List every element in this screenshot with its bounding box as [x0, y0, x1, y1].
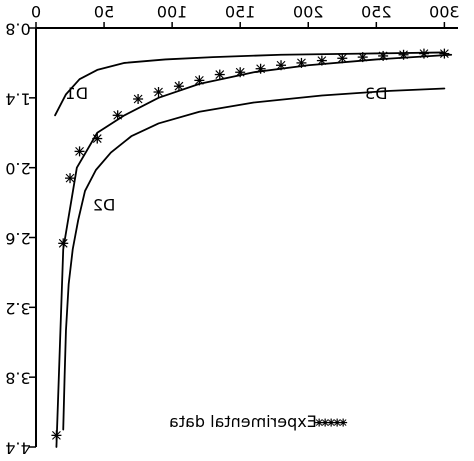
x-tick-label-4-group: 200	[293, 3, 324, 22]
legend-label: Experimental data	[169, 412, 317, 431]
series-experimental-data-point-9-d2	[194, 75, 204, 85]
legend-marker-star-4-d2	[339, 419, 347, 426]
y-tick-label-2-group: 2.0	[5, 159, 30, 178]
series-experimental-data-point-11	[235, 67, 246, 78]
curve-label-d1: D1	[66, 84, 89, 103]
series-experimental-data-point-9	[194, 75, 205, 86]
x-tick-label-5-group: 250	[361, 3, 392, 22]
series-d3-line	[55, 53, 453, 448]
y-tick-label-2: 2.0	[5, 159, 30, 178]
x-tick-label-6-group: 300	[429, 3, 460, 22]
curve-label-d2: D2	[93, 196, 116, 215]
series-experimental-data-point-5-d2	[113, 110, 123, 120]
series-experimental-data-point-13-d2	[276, 60, 286, 70]
x-tick-label-3-group: 150	[225, 3, 256, 22]
series-d1-line	[54, 51, 446, 117]
series-experimental-data-point-14	[296, 57, 307, 68]
series-experimental-data-point-2-d2	[65, 173, 75, 183]
x-tick-label-5: 250	[361, 3, 392, 22]
series-experimental-data-point-12	[255, 63, 266, 74]
x-tick-label-3: 150	[225, 3, 256, 22]
series-experimental-data-point-12-d2	[256, 64, 266, 74]
curve-label-d2-group: D2	[93, 196, 116, 215]
series-experimental-data-point-17	[357, 52, 368, 63]
y-tick-label-6: 4.4	[5, 439, 30, 458]
x-tick-label-0-group: 0	[31, 3, 41, 22]
y-tick-label-4-group: 3.2	[5, 299, 30, 318]
series-experimental-data-point-21-d2	[439, 49, 449, 58]
series-experimental-data-point-16	[337, 53, 348, 64]
series-experimental-data-point-11-d2	[235, 67, 245, 77]
series-experimental-data-point-15-d2	[317, 56, 327, 65]
y-tick-label-0-group: 0.8	[5, 20, 30, 39]
x-tick-label-2-group: 100	[157, 3, 188, 22]
legend-label-group: Experimental data	[169, 412, 317, 431]
series-experimental-data-point-1	[58, 238, 69, 249]
x-tick-label-1: 50	[94, 3, 114, 22]
series-experimental-data-point-15	[316, 55, 327, 66]
series-experimental-data-point-10	[214, 69, 225, 80]
series-d2-line	[62, 87, 446, 431]
series-experimental-data-point-0-d2	[52, 430, 61, 440]
series-experimental-data-point-18	[378, 50, 389, 61]
series-layer	[51, 48, 453, 448]
y-tick-label-3-group: 2.6	[5, 229, 30, 248]
x-tick-label-6: 300	[429, 3, 460, 22]
series-experimental-data-point-4-d2	[92, 134, 102, 143]
y-tick-label-5: 3.8	[5, 369, 30, 388]
curve-label-d3-group: D3	[365, 84, 388, 103]
series-experimental-data-point-6	[133, 93, 144, 104]
series-experimental-data-point-6-d2	[133, 94, 143, 104]
y-tick-label-6-group: 4.4	[5, 439, 30, 458]
x-tick-label-2: 100	[157, 3, 188, 22]
series-experimental-data-point-7	[153, 87, 164, 98]
series-experimental-data-point-19	[398, 49, 409, 60]
y-tick-label-5-group: 3.8	[5, 369, 30, 388]
legend-marker-star-1-d2	[321, 419, 329, 426]
series-experimental-data-point-19-d2	[399, 50, 408, 60]
y-tick-label-1-group: 1.4	[5, 89, 30, 108]
series-experimental-data-point-17-d2	[358, 52, 368, 62]
series-experimental-data-point-8	[173, 81, 184, 92]
series-experimental-data-point-2	[65, 173, 76, 184]
y-tick-label-3: 2.6	[5, 229, 30, 248]
series-experimental-data-point-14-d2	[297, 58, 306, 68]
x-tick-label-1-group: 50	[94, 3, 114, 22]
legend: Experimental data	[169, 412, 348, 431]
series-experimental-data-point-18-d2	[378, 51, 388, 61]
curve-label-d1-group: D1	[66, 84, 89, 103]
series-experimental-data-point-16-d2	[337, 53, 347, 63]
series-experimental-data-point-20	[418, 48, 429, 59]
x-tick-label-4: 200	[293, 3, 324, 22]
curve-labels-layer: D1 D2 D3	[66, 84, 388, 215]
legend-marker-star-0-d2	[315, 419, 323, 426]
series-experimental-data-point-7-d2	[154, 87, 163, 97]
series-experimental-data-point-5	[112, 110, 123, 121]
series-experimental-data-point-8-d2	[174, 81, 184, 91]
series-experimental-data-point-4	[92, 133, 103, 144]
tick-marks: 0 50 100 150 200 250 300 0.8 1.4 2.0 2.6 3.2 3.8 4.4	[5, 3, 459, 458]
curve-label-d3: D3	[365, 84, 388, 103]
x-tick-label-0: 0	[31, 3, 41, 22]
legend-marker-star-4	[339, 418, 348, 427]
legend-marker-star-3-d2	[333, 419, 341, 426]
series-experimental-data-point-20-d2	[419, 49, 429, 58]
series-experimental-data-point-10-d2	[215, 70, 225, 79]
series-experimental-data-point-0	[51, 430, 62, 441]
legend-marker-group	[315, 418, 348, 427]
y-tick-label-0: 0.8	[5, 20, 30, 39]
series-experimental-data-point-3-d2	[75, 146, 84, 156]
y-tick-label-4: 3.2	[5, 299, 30, 318]
y-tick-label-1: 1.4	[5, 89, 30, 108]
legend-marker-star-2-d2	[327, 419, 335, 426]
series-experimental-data-point-3	[74, 146, 85, 157]
series-experimental-data-point-1-d2	[58, 238, 68, 248]
series-experimental-data-point-13	[276, 60, 287, 71]
series-experimental-data-point-21	[439, 48, 450, 59]
